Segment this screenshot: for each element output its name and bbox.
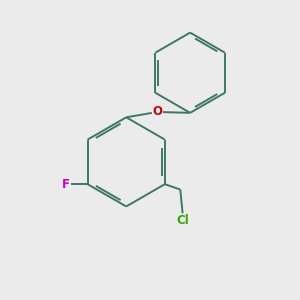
Text: F: F xyxy=(62,178,70,191)
Text: O: O xyxy=(152,106,162,118)
Text: Cl: Cl xyxy=(176,214,189,227)
